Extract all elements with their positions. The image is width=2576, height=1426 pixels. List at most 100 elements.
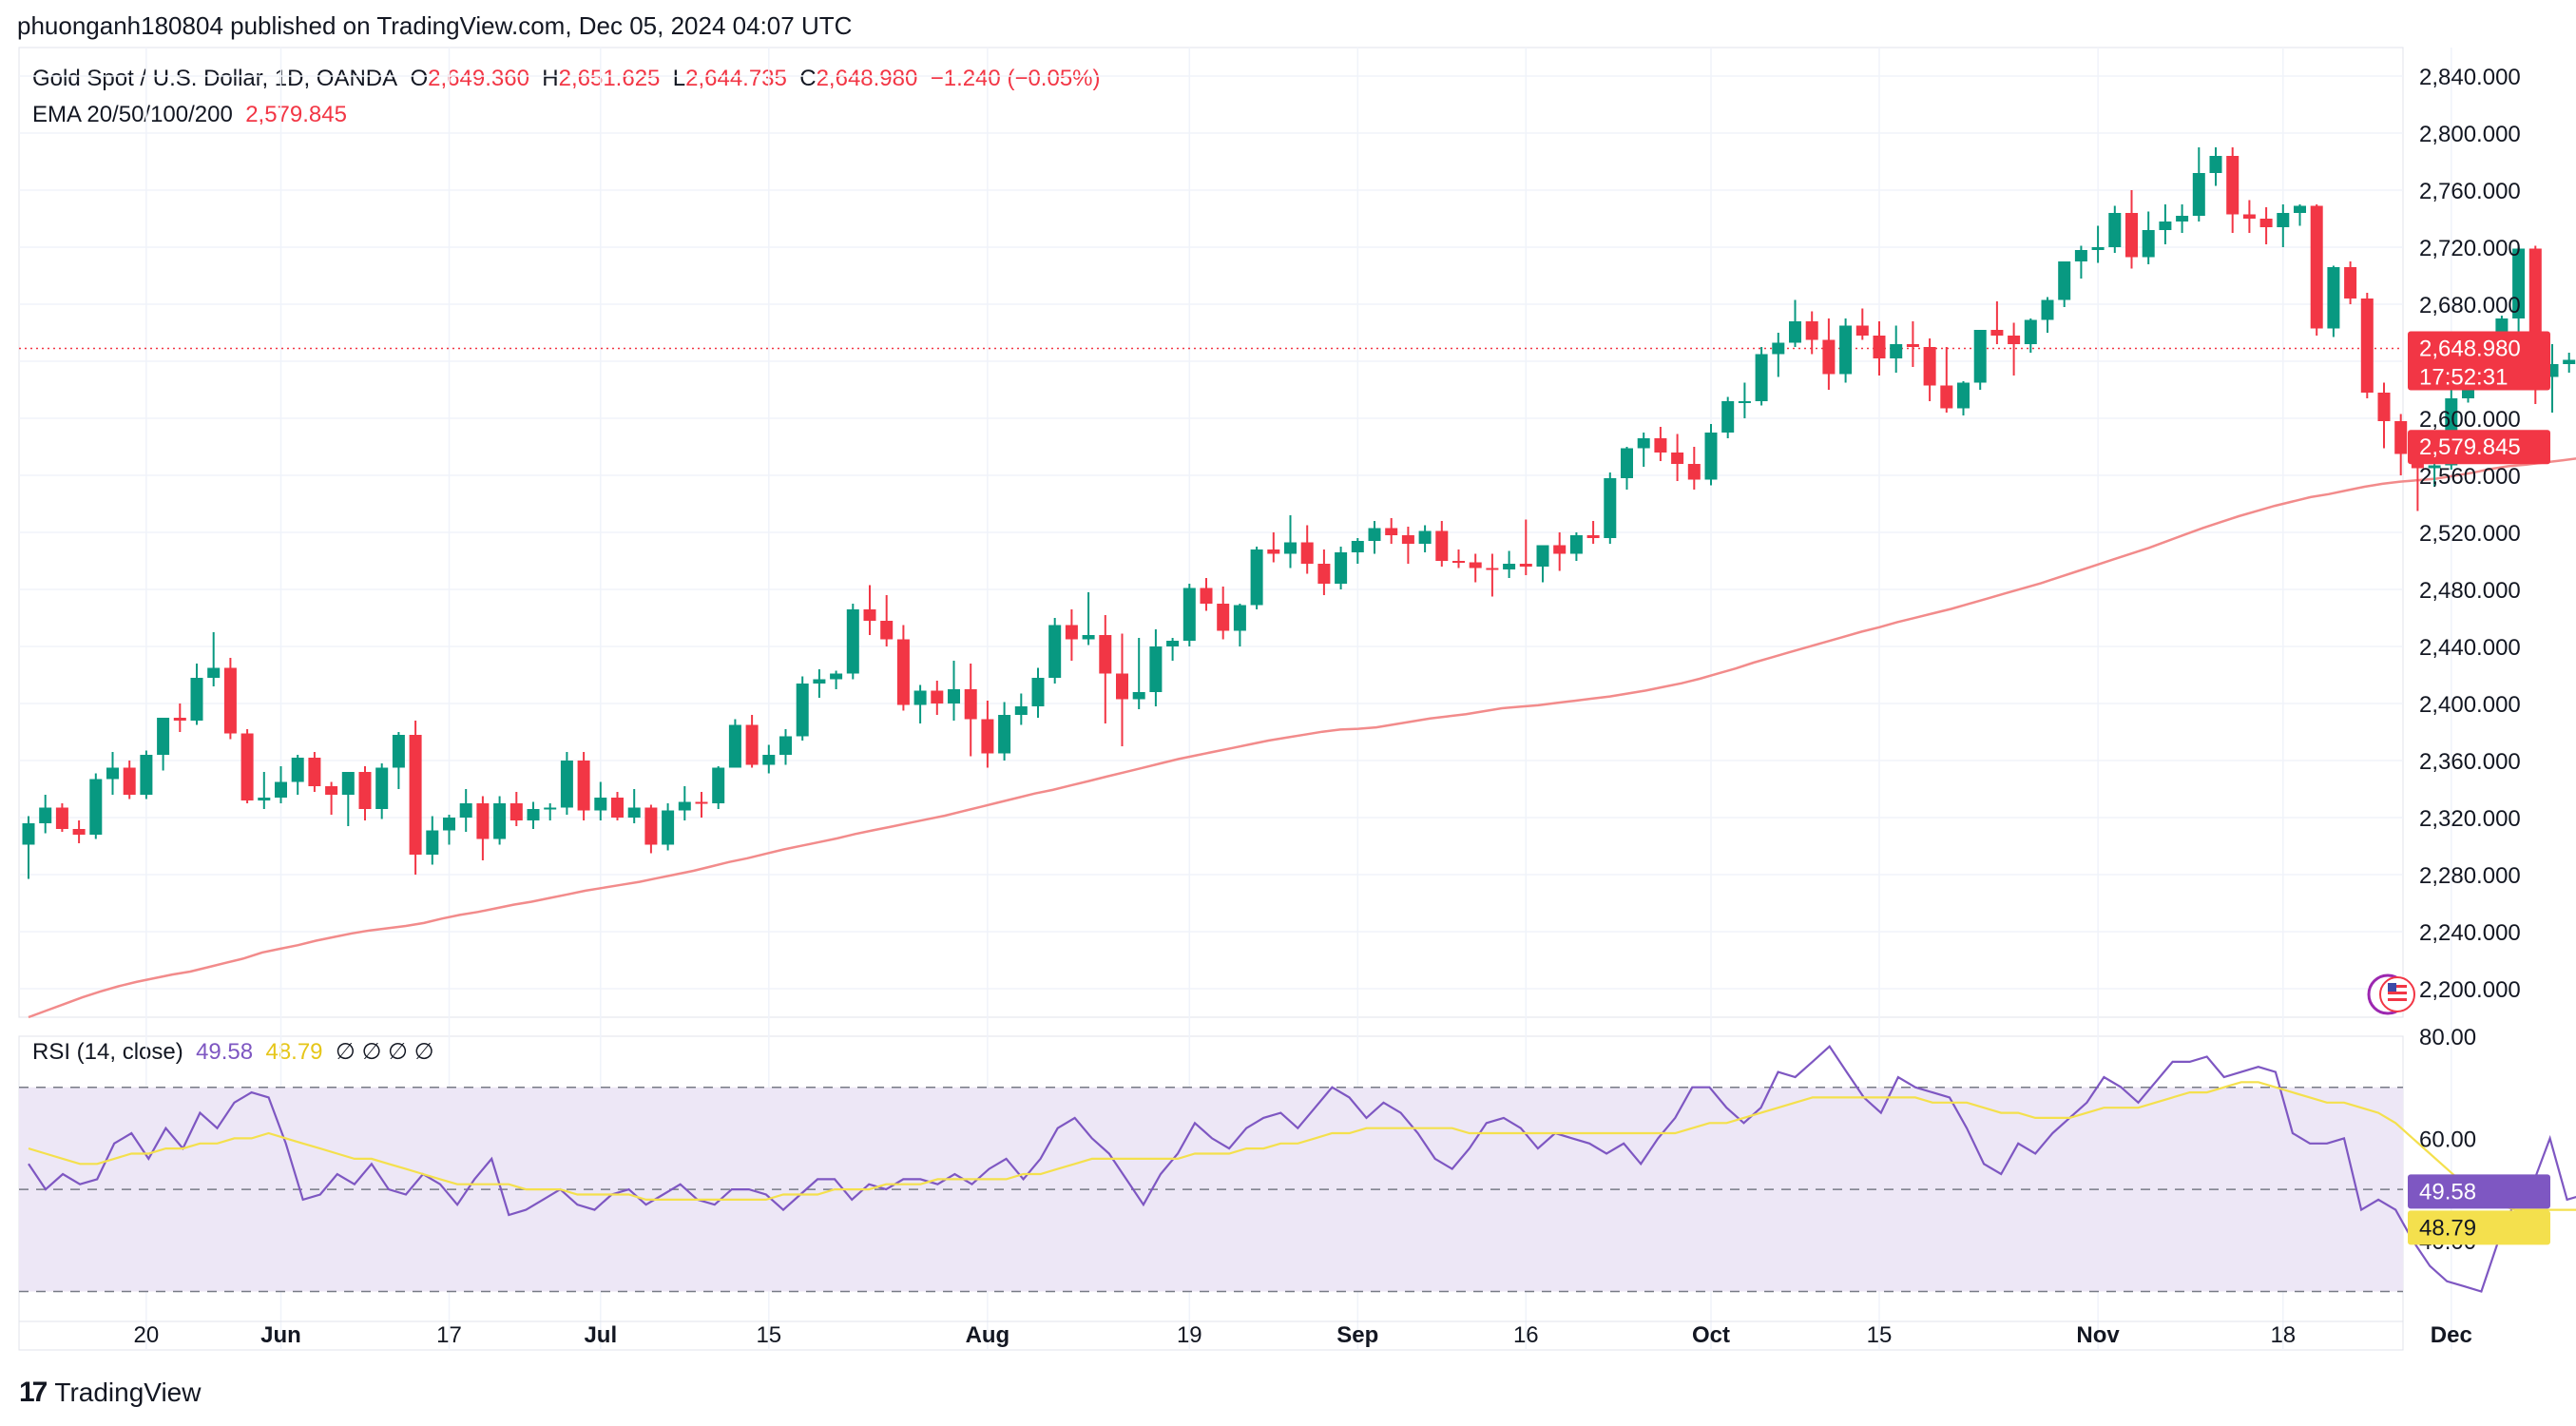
candle-body — [1604, 478, 1617, 538]
time-tick-label: Dec — [2431, 1322, 2472, 1348]
candle-body — [2259, 219, 2273, 227]
candle-body — [2294, 205, 2306, 213]
candle — [627, 789, 641, 823]
candle-body — [2192, 173, 2205, 216]
candle-body — [813, 679, 826, 684]
candle — [1452, 549, 1465, 568]
candle — [981, 701, 994, 768]
candle — [2277, 204, 2290, 247]
candle — [594, 781, 607, 820]
candle-body — [627, 807, 641, 818]
time-tick-label: 19 — [1177, 1322, 1202, 1348]
candle-body — [2512, 248, 2526, 318]
badge-layer: 2,648.980 17:52:31 2,579.845 49.58 48.79 — [2408, 331, 2550, 1245]
candle-body — [527, 809, 540, 820]
candle-body — [611, 798, 624, 818]
price-tick-label: 2,600.000 — [2419, 407, 2521, 433]
candle — [1755, 347, 1768, 406]
candle-body — [2394, 421, 2408, 454]
candle-body — [1973, 330, 1987, 383]
candle — [2159, 204, 2172, 244]
candle — [577, 752, 590, 820]
flag-icon[interactable] — [2367, 973, 2415, 1015]
candle-body — [1704, 433, 1718, 480]
candle — [1182, 584, 1196, 646]
candle — [1873, 321, 1886, 376]
candle-body — [325, 786, 338, 795]
candle-body — [190, 678, 203, 721]
candle-body — [830, 673, 843, 680]
candle — [2310, 204, 2323, 336]
footer-brand[interactable]: 17 TradingView — [19, 1377, 201, 1409]
time-tick-label: Nov — [2076, 1322, 2120, 1348]
candle — [275, 766, 287, 803]
candle — [426, 816, 439, 865]
candle — [948, 661, 960, 721]
candle-body — [644, 807, 658, 845]
time-tick-label: Aug — [966, 1322, 1010, 1348]
candle-body — [1940, 385, 1953, 409]
candle — [779, 729, 792, 765]
candle-body — [796, 684, 809, 737]
price-tick-label: 2,320.000 — [2419, 806, 2521, 832]
candle — [964, 664, 977, 757]
candle-body — [1368, 528, 1381, 541]
candle-body — [745, 724, 759, 765]
open-label: O — [410, 66, 429, 91]
price-tick-label: 2,840.000 — [2419, 65, 2521, 90]
candle — [1317, 549, 1331, 595]
candle-body — [1755, 354, 1768, 401]
candle-body — [1335, 552, 1348, 584]
candle-body — [1654, 438, 1667, 453]
candle-body — [1065, 625, 1078, 640]
candle-body — [2226, 156, 2240, 215]
candle-body — [1586, 535, 1600, 538]
candle — [2041, 297, 2054, 333]
candle-body — [1418, 530, 1432, 544]
rsi-tick-label: 80.00 — [2419, 1025, 2476, 1050]
change-value: −1.240 (−0.05%) — [930, 66, 1101, 91]
candle — [1923, 338, 1936, 401]
candle — [1973, 330, 1987, 390]
candle-layer — [22, 147, 2576, 879]
rsi-ma-legend-value: 48.79 — [265, 1039, 323, 1065]
candle-body — [981, 719, 994, 754]
candle-body — [173, 718, 186, 721]
candle-body — [1805, 321, 1818, 340]
candle — [123, 761, 136, 800]
candle-body — [2327, 267, 2340, 329]
candle — [1519, 519, 1532, 575]
candle-body — [1890, 344, 1903, 358]
candle — [39, 795, 52, 834]
high-value: 2,651.625 — [558, 66, 661, 91]
candle — [1401, 527, 1414, 564]
candle-body — [1182, 588, 1196, 641]
ema-price-badge-bg — [2408, 430, 2550, 465]
candle-body — [1149, 646, 1163, 692]
price-tick-label: 2,480.000 — [2419, 578, 2521, 604]
candle-body — [2344, 267, 2357, 299]
candle — [375, 763, 389, 819]
symbol-title[interactable]: Gold Spot / U.S. Dollar, 1D, OANDA — [32, 66, 398, 91]
candle-body — [291, 758, 304, 782]
time-tick-label: 18 — [2270, 1322, 2296, 1348]
candle — [2091, 225, 2105, 263]
candle — [1300, 525, 1314, 574]
candle — [1704, 424, 1718, 486]
candle-body — [2125, 213, 2138, 258]
candle — [2563, 353, 2576, 373]
candle — [1586, 521, 1600, 544]
candle-body — [964, 689, 977, 720]
candle-body — [1401, 535, 1414, 544]
candle — [1250, 547, 1263, 609]
candle — [998, 702, 1011, 761]
candle-body — [1873, 336, 1886, 358]
candle — [2074, 245, 2087, 279]
candle-body — [2074, 250, 2087, 261]
rsi-label[interactable]: RSI (14, close) — [32, 1039, 183, 1065]
candle-body — [913, 690, 927, 705]
candle-body — [1923, 347, 1936, 386]
ema-label[interactable]: EMA 20/50/100/200 — [32, 102, 233, 127]
rsi-value-badge-bg — [2408, 1174, 2550, 1209]
